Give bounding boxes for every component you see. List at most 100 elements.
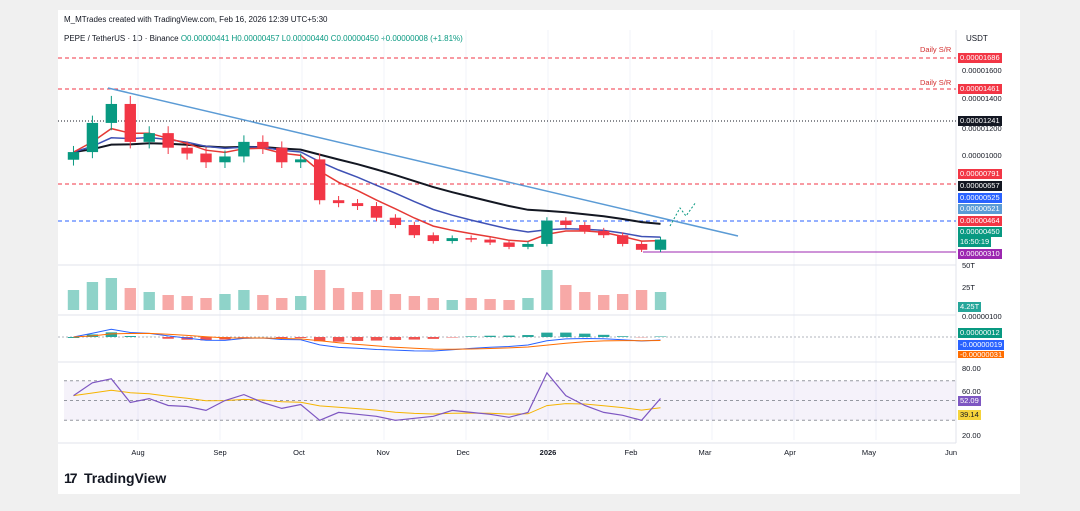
chart-plot[interactable] (58, 10, 1020, 494)
candle-body (579, 225, 591, 231)
macd-histogram-bar (654, 336, 667, 337)
macd-histogram-bar (295, 337, 307, 338)
volume-tag: 4.25T (958, 302, 982, 312)
macd-histogram-bar (579, 333, 591, 337)
volume-bar (541, 270, 553, 310)
rsi-tick: 60.00 (962, 387, 981, 396)
macd-histogram-bar (598, 334, 610, 337)
macd-hist-tag: -0.00000031 (958, 351, 1005, 358)
volume-bar (389, 294, 402, 310)
macd-tick: 0.00000100 (962, 312, 1002, 321)
macd-histogram-bar (276, 337, 288, 339)
volume-bar (598, 295, 610, 310)
volume-bar (162, 295, 174, 310)
level-tag: 0.00001241 (958, 116, 1002, 126)
candle-body (503, 242, 515, 247)
price-tick: 0.00001400 (962, 94, 1002, 103)
macd-histogram-bar (67, 337, 80, 338)
candle-body (86, 122, 99, 153)
volume-bar (181, 296, 193, 310)
candle-body (370, 206, 383, 218)
rsi-line (73, 371, 661, 421)
macd-signal-line (73, 332, 661, 350)
symbol-header: PEPE / TetherUS · 1D · Binance O0.000004… (64, 34, 463, 43)
time-tick: Nov (376, 448, 390, 457)
level-tag: 0.00001461 (958, 84, 1002, 94)
rsi-ma-tag: 39.14 (958, 410, 981, 420)
time-tick: Aug (131, 448, 145, 457)
candle-body (276, 147, 288, 163)
projection-arrow (669, 201, 697, 227)
symbol-title[interactable]: PEPE / TetherUS · 1D · Binance (64, 34, 179, 43)
candle-body (408, 225, 421, 236)
price-tick: 0.00001200 (962, 124, 1002, 133)
time-tick: Mar (698, 448, 712, 457)
brand-name: TradingView (84, 470, 167, 486)
volume-bar (86, 282, 99, 310)
candle-body (427, 235, 439, 242)
macd-histogram-bar (408, 337, 421, 340)
ema50-line (73, 127, 661, 243)
volume-bar (351, 292, 364, 310)
tradingview-logo-icon: 17 (64, 470, 78, 486)
price-unit: USDT (966, 34, 988, 43)
volume-bar (67, 290, 80, 310)
volume-bar (579, 292, 591, 310)
sr-label: Daily S/R (920, 45, 952, 54)
rsi-ma-line (73, 389, 661, 415)
time-tick: Dec (456, 448, 470, 457)
candle-body (295, 159, 307, 163)
tradingview-logo[interactable]: 17 TradingView (64, 470, 166, 486)
level-tag: 0.00000791 (958, 169, 1002, 179)
candle-body (238, 141, 250, 157)
volume-bar (560, 285, 572, 310)
trendline (107, 87, 739, 237)
candle-body (332, 200, 345, 204)
macd-histogram-bar (522, 335, 534, 337)
countdown-tag: 16:50:19 (958, 237, 992, 247)
macd-histogram-bar (465, 336, 477, 337)
volume-bar (200, 298, 212, 310)
ema100-line (73, 136, 661, 238)
candle-body (200, 153, 212, 163)
candle-body (143, 133, 155, 142)
level-tag: 0.00000657 (958, 181, 1002, 191)
volume-bar (446, 300, 458, 310)
volume-bar (654, 292, 667, 310)
sr-label: Daily S/R (920, 78, 952, 87)
macd-histogram-bar (351, 337, 364, 341)
candle-body (67, 152, 80, 160)
volume-bar (276, 298, 288, 310)
level-tag: 0.00000450 (958, 227, 1002, 237)
macd-histogram-bar (162, 337, 174, 339)
volume-bar (257, 295, 269, 310)
volume-bar (143, 292, 155, 310)
level-tag: 0.00000521 (958, 204, 1002, 214)
candle-body (351, 203, 364, 207)
candle-body (598, 230, 610, 236)
macd-tag: 0.00000012 (958, 328, 1002, 338)
volume-tick: 25T (962, 283, 975, 292)
volume-bar (238, 290, 250, 310)
candle-body (484, 239, 496, 243)
candle-body (616, 235, 629, 244)
time-tick: Feb (624, 448, 638, 457)
price-tick: 0.00001000 (962, 151, 1002, 160)
volume-bar (295, 296, 307, 310)
volume-bar (465, 298, 477, 310)
level-tag: 0.00000310 (958, 249, 1002, 259)
candle-body (389, 217, 402, 225)
candle-body (446, 238, 458, 242)
macd-histogram-bar (484, 335, 496, 337)
macd-signal-tag: -0.00000019 (958, 340, 1005, 350)
candle-body (635, 243, 648, 250)
candle-body (654, 239, 667, 250)
macd-histogram-bar (389, 337, 402, 340)
volume-bar (370, 290, 383, 310)
level-tag: 0.00000525 (958, 193, 1002, 203)
level-tag: 0.00000464 (958, 216, 1002, 226)
price-tick: 0.00001600 (962, 66, 1002, 75)
macd-line (73, 328, 661, 352)
candle-body (522, 243, 534, 247)
candle-body (313, 159, 326, 201)
